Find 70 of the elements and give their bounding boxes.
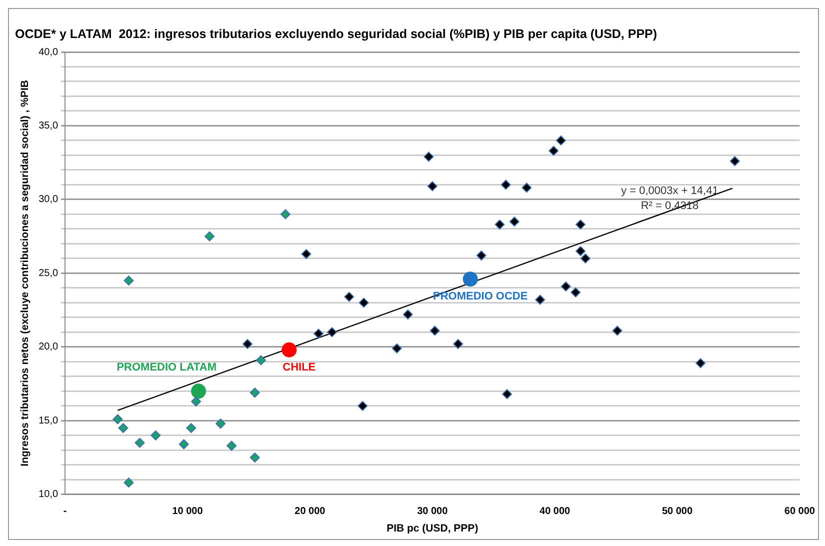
point (216, 418, 226, 429)
point (570, 287, 581, 298)
point (358, 400, 368, 411)
point (301, 249, 312, 260)
x-tick-label: 40 000 (540, 506, 571, 518)
point (124, 478, 134, 488)
point (580, 253, 590, 264)
point (730, 156, 740, 166)
point (326, 327, 337, 338)
point (358, 298, 369, 308)
point (576, 246, 586, 256)
point (696, 358, 706, 368)
point (509, 216, 520, 227)
point (250, 452, 260, 463)
point (280, 209, 290, 220)
point (226, 440, 237, 451)
x-tick-label: 60 000 (784, 506, 816, 518)
y-tick-label: 40,0 (38, 46, 58, 58)
series-label: PROMEDIO OCDE (432, 290, 528, 303)
point (392, 343, 402, 354)
annotation: y = 0,0003x + 14,41 (621, 185, 718, 198)
point (576, 220, 586, 230)
point (250, 388, 260, 398)
point (462, 272, 478, 287)
x-axis-title: PIB pc (USD, PPP) (386, 522, 478, 535)
y-tick-label: 35,0 (38, 120, 58, 132)
point (500, 180, 511, 190)
x-tick-label: 20 000 (294, 506, 326, 518)
point (476, 250, 486, 261)
point (502, 389, 512, 400)
point (242, 338, 252, 349)
point (402, 309, 413, 320)
series-label: PROMEDIO LATAM (116, 362, 217, 374)
point (560, 281, 571, 292)
y-tick-label: 20,0 (38, 342, 58, 353)
point (535, 294, 546, 305)
point (424, 152, 434, 162)
point (191, 396, 202, 406)
point (344, 292, 354, 302)
series-label: CHILE (282, 361, 316, 374)
point (186, 423, 196, 434)
y-axis-title: Ingresos tributarios netos (excluye contribuciones a seguridad social) , %PIB (19, 80, 32, 466)
point (204, 231, 215, 242)
y-tick-label: 10,0 (38, 489, 58, 500)
point (282, 342, 297, 358)
y-tick-label: 30,0 (38, 194, 58, 206)
point (430, 326, 440, 336)
point (548, 146, 559, 156)
point (556, 135, 566, 146)
x-tick-label: 50 000 (662, 506, 693, 518)
x-tick-label: - (63, 506, 67, 518)
point (522, 182, 532, 193)
point (134, 438, 145, 448)
point (256, 355, 266, 366)
y-tick-label: 15,0 (38, 415, 58, 426)
point (191, 384, 206, 399)
chart-title: OCDE* y LATAM 2012: ingresos tributarios excluyendo seguridad social (%PIB) y PIB per capita (USD, PPP) (15, 26, 658, 41)
point (112, 414, 123, 424)
point (178, 439, 189, 450)
x-tick-label: 30 000 (417, 506, 448, 518)
point (427, 181, 438, 192)
point (124, 276, 134, 286)
point (494, 220, 505, 230)
point (150, 430, 161, 440)
y-tick-label: 25,0 (38, 268, 58, 279)
point (453, 338, 464, 349)
point (612, 326, 622, 336)
point (314, 328, 324, 339)
x-tick-label: 10 000 (172, 506, 204, 518)
point (118, 423, 128, 434)
